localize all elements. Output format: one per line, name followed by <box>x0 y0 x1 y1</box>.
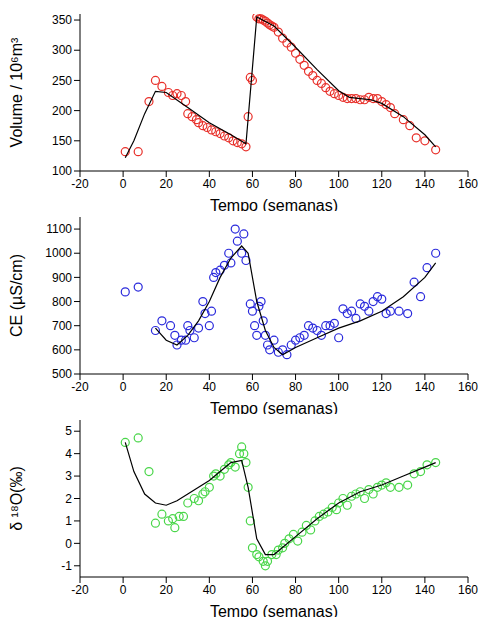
svg-text:700: 700 <box>52 319 72 333</box>
svg-text:5: 5 <box>65 424 72 438</box>
svg-text:160: 160 <box>458 177 478 191</box>
svg-text:100: 100 <box>329 380 349 394</box>
svg-text:500: 500 <box>52 367 72 381</box>
svg-text:300: 300 <box>52 43 72 57</box>
svg-text:150: 150 <box>52 134 72 148</box>
svg-text:200: 200 <box>52 104 72 118</box>
svg-text:140: 140 <box>415 583 435 597</box>
svg-text:250: 250 <box>52 74 72 88</box>
svg-text:Tempo (semanas): Tempo (semanas) <box>210 197 338 211</box>
svg-text:4: 4 <box>65 447 72 461</box>
svg-text:δ ¹⁸O(‰): δ ¹⁸O(‰) <box>8 466 25 531</box>
svg-text:900: 900 <box>52 271 72 285</box>
svg-text:20: 20 <box>160 583 174 597</box>
svg-text:-20: -20 <box>71 583 89 597</box>
svg-text:60: 60 <box>246 380 260 394</box>
svg-text:1100: 1100 <box>46 222 72 236</box>
svg-text:CE (µS/cm): CE (µS/cm) <box>8 254 25 337</box>
svg-text:80: 80 <box>289 177 303 191</box>
svg-text:350: 350 <box>52 13 72 27</box>
svg-text:60: 60 <box>246 177 260 191</box>
svg-text:800: 800 <box>52 295 72 309</box>
svg-text:120: 120 <box>372 177 392 191</box>
svg-text:3: 3 <box>65 469 72 483</box>
svg-text:0: 0 <box>120 380 127 394</box>
svg-text:120: 120 <box>372 380 392 394</box>
svg-text:40: 40 <box>203 583 217 597</box>
svg-text:-20: -20 <box>71 177 89 191</box>
svg-text:160: 160 <box>458 380 478 394</box>
svg-text:Volume / 10⁶m³: Volume / 10⁶m³ <box>8 37 25 147</box>
svg-text:Tempo (semanas): Tempo (semanas) <box>210 603 338 617</box>
svg-text:0: 0 <box>65 537 72 551</box>
svg-text:140: 140 <box>415 177 435 191</box>
svg-text:60: 60 <box>246 583 260 597</box>
svg-text:160: 160 <box>458 583 478 597</box>
svg-text:120: 120 <box>372 583 392 597</box>
svg-text:600: 600 <box>52 343 72 357</box>
svg-text:80: 80 <box>289 380 303 394</box>
svg-text:100: 100 <box>329 177 349 191</box>
svg-text:40: 40 <box>203 177 217 191</box>
svg-text:2: 2 <box>65 492 72 506</box>
svg-text:100: 100 <box>329 583 349 597</box>
svg-text:-20: -20 <box>71 380 89 394</box>
svg-text:-1: -1 <box>61 559 72 573</box>
svg-text:0: 0 <box>120 583 127 597</box>
svg-text:40: 40 <box>203 380 217 394</box>
svg-text:Tempo (semanas): Tempo (semanas) <box>210 400 338 414</box>
svg-text:100: 100 <box>52 164 72 178</box>
svg-text:1: 1 <box>65 514 72 528</box>
svg-text:20: 20 <box>160 380 174 394</box>
svg-text:0: 0 <box>120 177 127 191</box>
svg-text:20: 20 <box>160 177 174 191</box>
svg-text:140: 140 <box>415 380 435 394</box>
svg-text:80: 80 <box>289 583 303 597</box>
svg-text:1000: 1000 <box>45 246 72 260</box>
